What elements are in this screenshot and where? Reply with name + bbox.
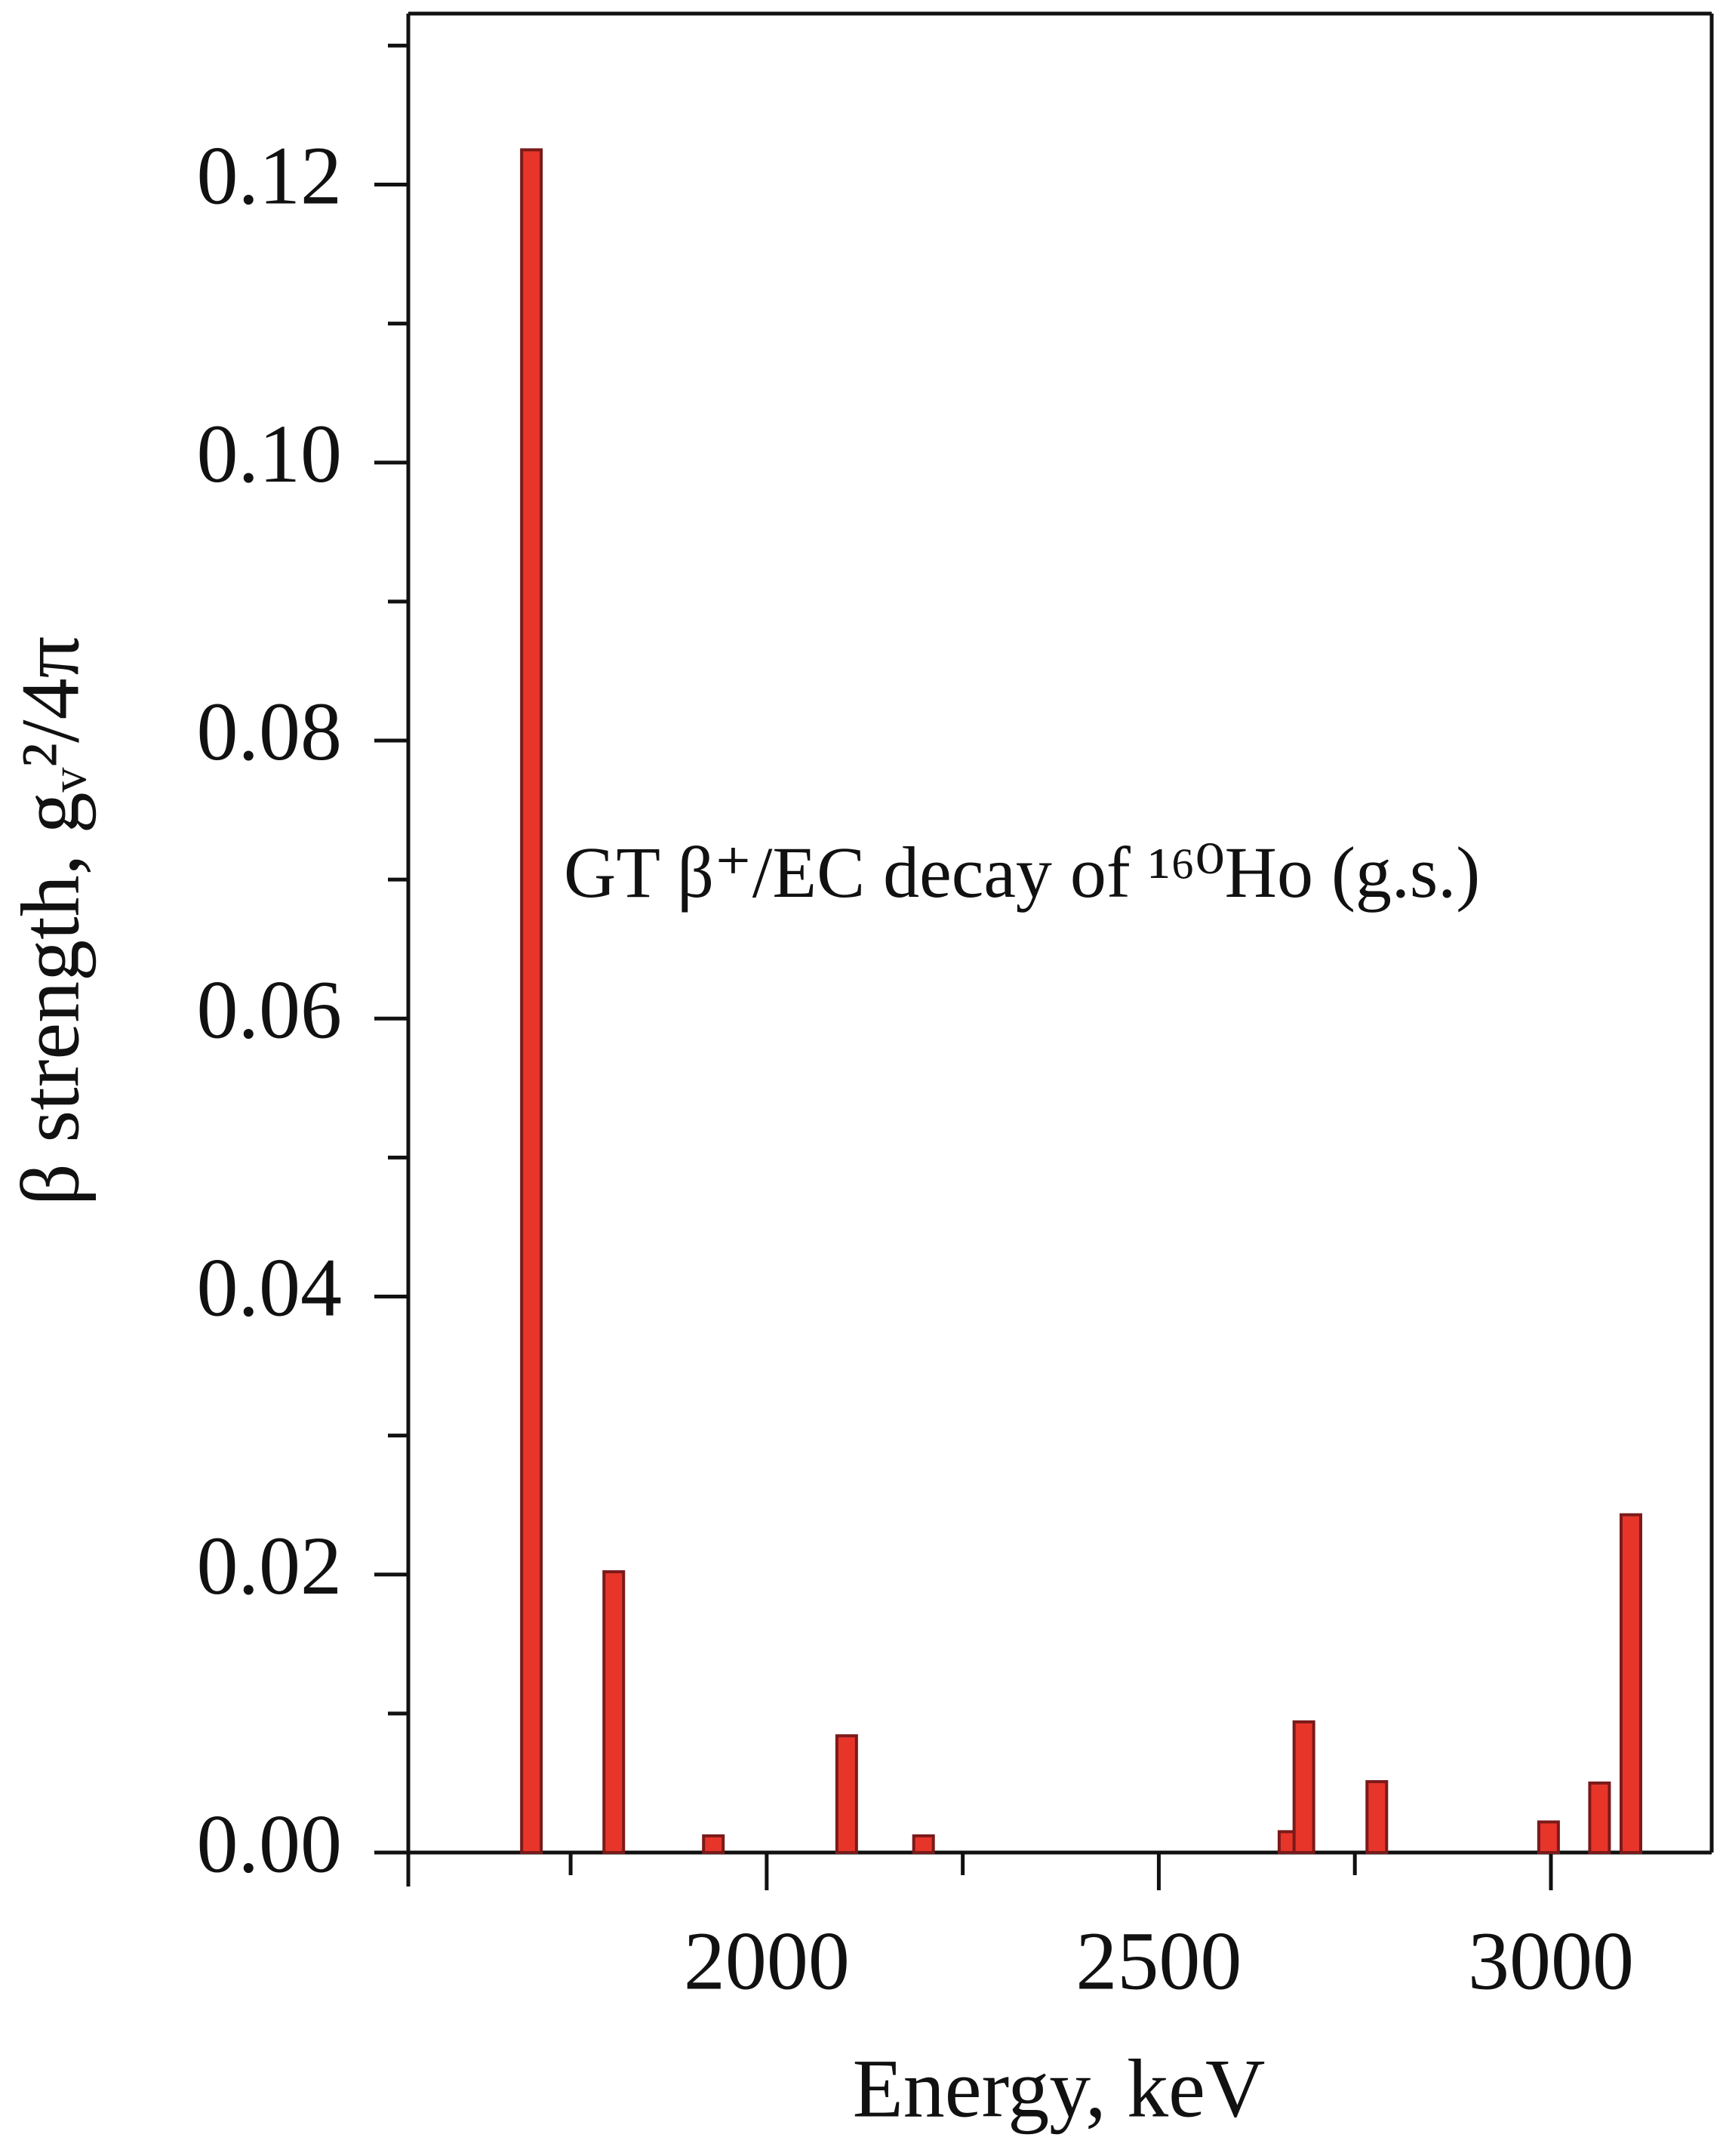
x-tick-label: 2500 — [1075, 1914, 1241, 2007]
y-tick-label: 0.06 — [197, 963, 343, 1055]
bar — [1588, 1781, 1611, 1855]
bar — [1292, 1720, 1315, 1855]
bar — [1365, 1780, 1389, 1854]
y-tick-label: 0.12 — [197, 130, 343, 222]
y-axis-label: β strength, gᵥ²/4π — [4, 636, 96, 1206]
x-tick-label: 3000 — [1468, 1914, 1634, 2007]
y-tick-label: 0.08 — [197, 685, 343, 778]
y-tick-label: 0.04 — [197, 1242, 343, 1334]
bar — [1537, 1820, 1560, 1854]
x-tick-label: 2000 — [684, 1914, 850, 2007]
x-axis-label: Energy, keV — [853, 2042, 1266, 2134]
bar — [835, 1734, 858, 1854]
bar — [520, 148, 543, 1855]
bar — [912, 1834, 935, 1855]
bar — [602, 1570, 626, 1854]
y-tick-label: 0.10 — [197, 408, 343, 500]
y-tick-label: 0.00 — [197, 1797, 343, 1890]
y-tick-label: 0.02 — [197, 1520, 343, 1612]
bar — [1619, 1513, 1642, 1854]
bar — [702, 1834, 725, 1855]
annotation: GT β⁺/EC decay of ¹⁶⁰Ho (g.s.) — [564, 832, 1480, 913]
